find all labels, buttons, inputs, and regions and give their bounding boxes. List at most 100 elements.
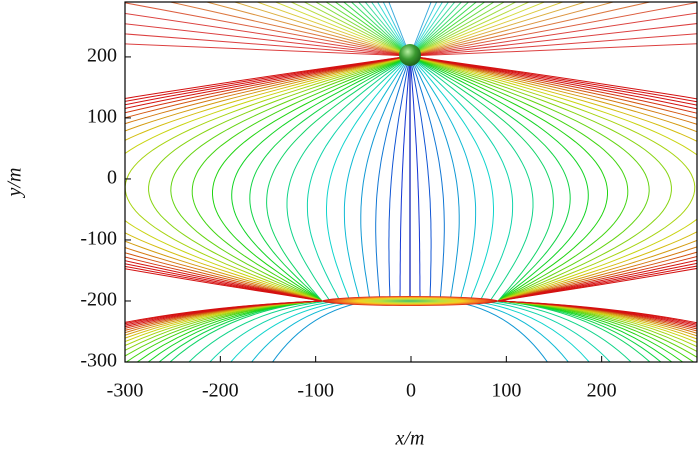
field-line <box>388 55 411 302</box>
field-line <box>409 55 445 302</box>
field-line <box>409 2 506 57</box>
field-line <box>303 2 411 57</box>
field-line <box>233 2 411 57</box>
field-line <box>125 55 411 302</box>
field-line <box>409 55 432 302</box>
field-line <box>382 2 411 57</box>
disk <box>322 296 498 306</box>
field-line <box>314 2 411 57</box>
field-line <box>409 2 652 57</box>
field-line <box>409 2 517 57</box>
field-line <box>274 2 411 57</box>
field-line <box>409 2 587 57</box>
field-line <box>170 55 411 302</box>
field-line <box>125 55 411 302</box>
field-line <box>212 55 411 302</box>
field-line <box>469 300 590 362</box>
field-line <box>497 300 697 340</box>
field-line <box>409 2 616 57</box>
field-line <box>125 33 411 57</box>
x-tick-label: -100 <box>297 380 334 402</box>
field-line <box>409 55 697 302</box>
field-line <box>357 2 411 57</box>
field-line <box>409 2 432 57</box>
y-axis-label: y/m <box>4 168 26 199</box>
field-line <box>125 55 411 302</box>
field-line <box>409 2 438 57</box>
field-line <box>375 55 411 302</box>
field-line <box>342 2 411 57</box>
field-line <box>409 2 470 57</box>
field-line <box>409 33 697 57</box>
field-line <box>409 55 650 302</box>
field-line <box>125 55 411 302</box>
field-line <box>125 300 323 323</box>
field-line <box>125 55 411 302</box>
field-line <box>350 2 411 57</box>
field-line <box>125 55 411 302</box>
field-line <box>409 43 697 57</box>
x-tick-label: 200 <box>587 380 617 402</box>
field-line <box>409 12 697 57</box>
field-line <box>326 55 411 302</box>
field-line <box>409 2 463 57</box>
field-line <box>409 55 697 302</box>
field-line <box>125 23 411 57</box>
field-line <box>125 300 323 336</box>
field-line <box>409 55 514 302</box>
field-line <box>409 55 696 302</box>
field-line <box>409 55 554 302</box>
field-line <box>409 2 531 57</box>
field-line <box>125 12 411 57</box>
field-line <box>125 55 411 302</box>
field-line <box>409 2 565 57</box>
field-line <box>376 2 411 57</box>
field-line <box>148 55 411 302</box>
y-tick-label: 0 <box>107 167 117 189</box>
field-line <box>409 55 697 302</box>
field-line <box>409 55 421 301</box>
field-line <box>409 55 571 302</box>
field-line <box>409 55 629 302</box>
field-line <box>249 55 411 302</box>
field-line <box>286 55 411 302</box>
y-tick-label: 100 <box>87 106 117 128</box>
field-line <box>388 2 411 57</box>
field-line <box>409 55 477 302</box>
field-line <box>409 2 444 57</box>
field-line <box>360 55 411 302</box>
y-tick-label: -300 <box>80 350 117 372</box>
field-line <box>409 2 486 57</box>
field-line <box>125 43 411 57</box>
field-line <box>409 55 697 302</box>
y-tick-label: 200 <box>87 45 117 67</box>
field-line <box>370 2 411 57</box>
field-line <box>479 300 611 362</box>
field-line <box>409 55 534 302</box>
field-lines <box>125 2 697 362</box>
field-line <box>364 2 411 57</box>
field-line <box>125 55 411 302</box>
field-line <box>289 2 411 57</box>
field-line <box>409 55 697 302</box>
field-line <box>409 2 697 57</box>
field-line <box>409 2 478 57</box>
field-line <box>409 23 697 57</box>
field-line <box>191 55 411 302</box>
field-line <box>409 55 697 302</box>
field-line <box>409 55 460 302</box>
field-line <box>266 55 411 302</box>
field-line <box>209 300 341 362</box>
field-line <box>409 55 589 302</box>
field-line <box>188 300 331 362</box>
field-line <box>255 2 411 57</box>
field-line <box>409 55 697 302</box>
x-axis-label: x/m <box>395 428 425 450</box>
field-line <box>343 55 411 302</box>
field-line <box>125 55 411 302</box>
field-line <box>409 2 495 57</box>
field-line <box>409 2 546 57</box>
field-line <box>409 2 456 57</box>
field-line <box>334 2 411 57</box>
field-line <box>399 55 411 301</box>
